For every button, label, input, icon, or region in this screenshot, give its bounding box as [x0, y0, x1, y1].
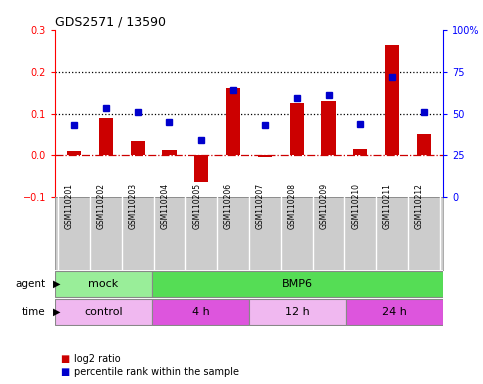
Bar: [194, 155, 209, 182]
Text: GSM110208: GSM110208: [288, 183, 297, 229]
Text: GSM110203: GSM110203: [128, 183, 138, 229]
Text: ▶: ▶: [53, 307, 60, 317]
Text: BMP6: BMP6: [282, 279, 313, 289]
Text: GSM110202: GSM110202: [97, 183, 106, 229]
Text: GSM110210: GSM110210: [351, 183, 360, 229]
Bar: [130, 141, 145, 155]
Bar: [55, 299, 152, 326]
Text: ■: ■: [60, 354, 69, 364]
Text: GSM110209: GSM110209: [320, 183, 328, 229]
Bar: [258, 155, 272, 157]
Text: time: time: [22, 307, 45, 317]
Bar: [346, 299, 443, 326]
Bar: [321, 101, 336, 155]
Bar: [162, 150, 177, 155]
Text: GSM110211: GSM110211: [383, 183, 392, 229]
Bar: [249, 299, 346, 326]
Text: GSM110201: GSM110201: [65, 183, 74, 229]
Text: GSM110204: GSM110204: [160, 183, 170, 229]
Text: control: control: [84, 307, 123, 317]
Bar: [67, 151, 81, 155]
Text: ▶: ▶: [53, 279, 60, 289]
Text: 12 h: 12 h: [285, 307, 310, 317]
Bar: [417, 134, 431, 155]
Bar: [289, 103, 304, 155]
Bar: [55, 271, 152, 298]
Text: GSM110207: GSM110207: [256, 183, 265, 229]
Bar: [353, 149, 368, 155]
Text: GDS2571 / 13590: GDS2571 / 13590: [55, 16, 166, 29]
Text: mock: mock: [88, 279, 119, 289]
Text: percentile rank within the sample: percentile rank within the sample: [74, 367, 240, 377]
Text: agent: agent: [15, 279, 45, 289]
Text: 4 h: 4 h: [192, 307, 209, 317]
Bar: [99, 118, 113, 155]
Text: GSM110206: GSM110206: [224, 183, 233, 229]
Text: log2 ratio: log2 ratio: [74, 354, 121, 364]
Text: GSM110205: GSM110205: [192, 183, 201, 229]
Bar: [226, 88, 240, 155]
Text: ■: ■: [60, 367, 69, 377]
Bar: [385, 45, 399, 155]
Text: GSM110212: GSM110212: [415, 183, 424, 229]
Bar: [152, 271, 443, 298]
Text: 24 h: 24 h: [382, 307, 407, 317]
Bar: [152, 299, 249, 326]
